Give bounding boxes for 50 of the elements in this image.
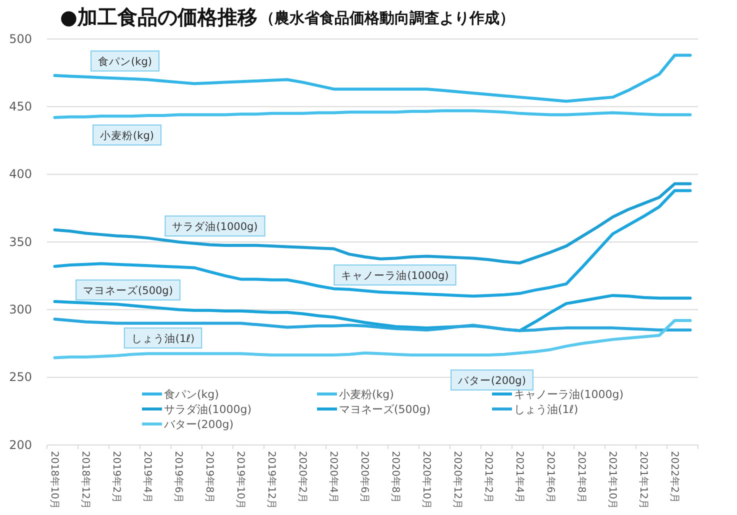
legend-label: キャノーラ油(1000g) — [514, 388, 624, 401]
line-series — [53, 318, 692, 360]
legend-label: マヨネーズ(500g) — [339, 403, 431, 416]
annotation: 食パン(kg) — [98, 56, 152, 68]
annotation: キャノーラ油(1000g) — [341, 269, 449, 282]
x-tick-label: 2021年4月 — [513, 451, 526, 503]
x-tick-label: 2022年2月 — [668, 451, 680, 503]
x-tick-label: 2020年4月 — [327, 451, 340, 503]
chart-title: ●加工食品の価格推移 — [60, 5, 258, 29]
y-tick-label: 500 — [9, 32, 32, 46]
x-tick-label: 2018年10月 — [48, 451, 60, 510]
x-tick-label: 2021年6月 — [544, 451, 556, 503]
x-tick-label: 2019年4月 — [141, 451, 154, 503]
line-series — [53, 182, 692, 264]
annotation: マヨネーズ(500g) — [83, 285, 173, 297]
line-series — [53, 318, 692, 332]
x-tick-label: 2020年8月 — [389, 451, 402, 503]
x-tick-label: 2020年10月 — [420, 451, 432, 510]
x-tick-label: 2021年12月 — [637, 451, 650, 510]
y-tick-label: 200 — [9, 438, 32, 452]
x-tick-label: 2021年10月 — [606, 451, 618, 510]
x-tick-label: 2019年8月 — [203, 451, 216, 503]
y-tick-label: 300 — [9, 302, 32, 317]
y-tick-label: 400 — [9, 167, 32, 182]
legend-label: サラダ油(1000g) — [164, 403, 252, 416]
line-series — [53, 54, 692, 103]
line-series — [53, 189, 692, 298]
x-tick-label: 2019年2月 — [110, 451, 122, 503]
legend-label: 小麦粉(kg) — [339, 388, 394, 401]
chart-subtitle: （農水省食品価格動向調査より作成） — [259, 9, 514, 27]
line-series — [53, 109, 692, 119]
annotation: 小麦粉(kg) — [100, 129, 154, 142]
x-tick-label: 2021年2月 — [482, 451, 494, 503]
legend-label: バター(200g) — [163, 418, 234, 431]
x-tick-label: 2020年12月 — [451, 451, 464, 510]
legend-label: しょう油(1ℓ) — [514, 403, 578, 416]
x-tick-label: 2021年8月 — [575, 451, 588, 503]
x-tick-label: 2019年10月 — [234, 451, 246, 510]
annotation: しょう油(1ℓ) — [131, 332, 195, 345]
annotation: サラダ油(1000g) — [172, 220, 258, 233]
x-tick-label: 2019年12月 — [265, 451, 278, 510]
x-tick-label: 2019年6月 — [172, 451, 184, 503]
y-tick-label: 450 — [9, 100, 32, 114]
x-tick-label: 2020年2月 — [296, 451, 308, 503]
y-tick-label: 250 — [9, 370, 32, 384]
y-tick-label: 350 — [9, 234, 32, 249]
x-tick-label: 2020年6月 — [358, 451, 370, 503]
x-tick-label: 2018年12月 — [79, 451, 92, 510]
annotation: バター(200g) — [457, 375, 526, 387]
legend-label: 食パン(kg) — [164, 388, 219, 401]
